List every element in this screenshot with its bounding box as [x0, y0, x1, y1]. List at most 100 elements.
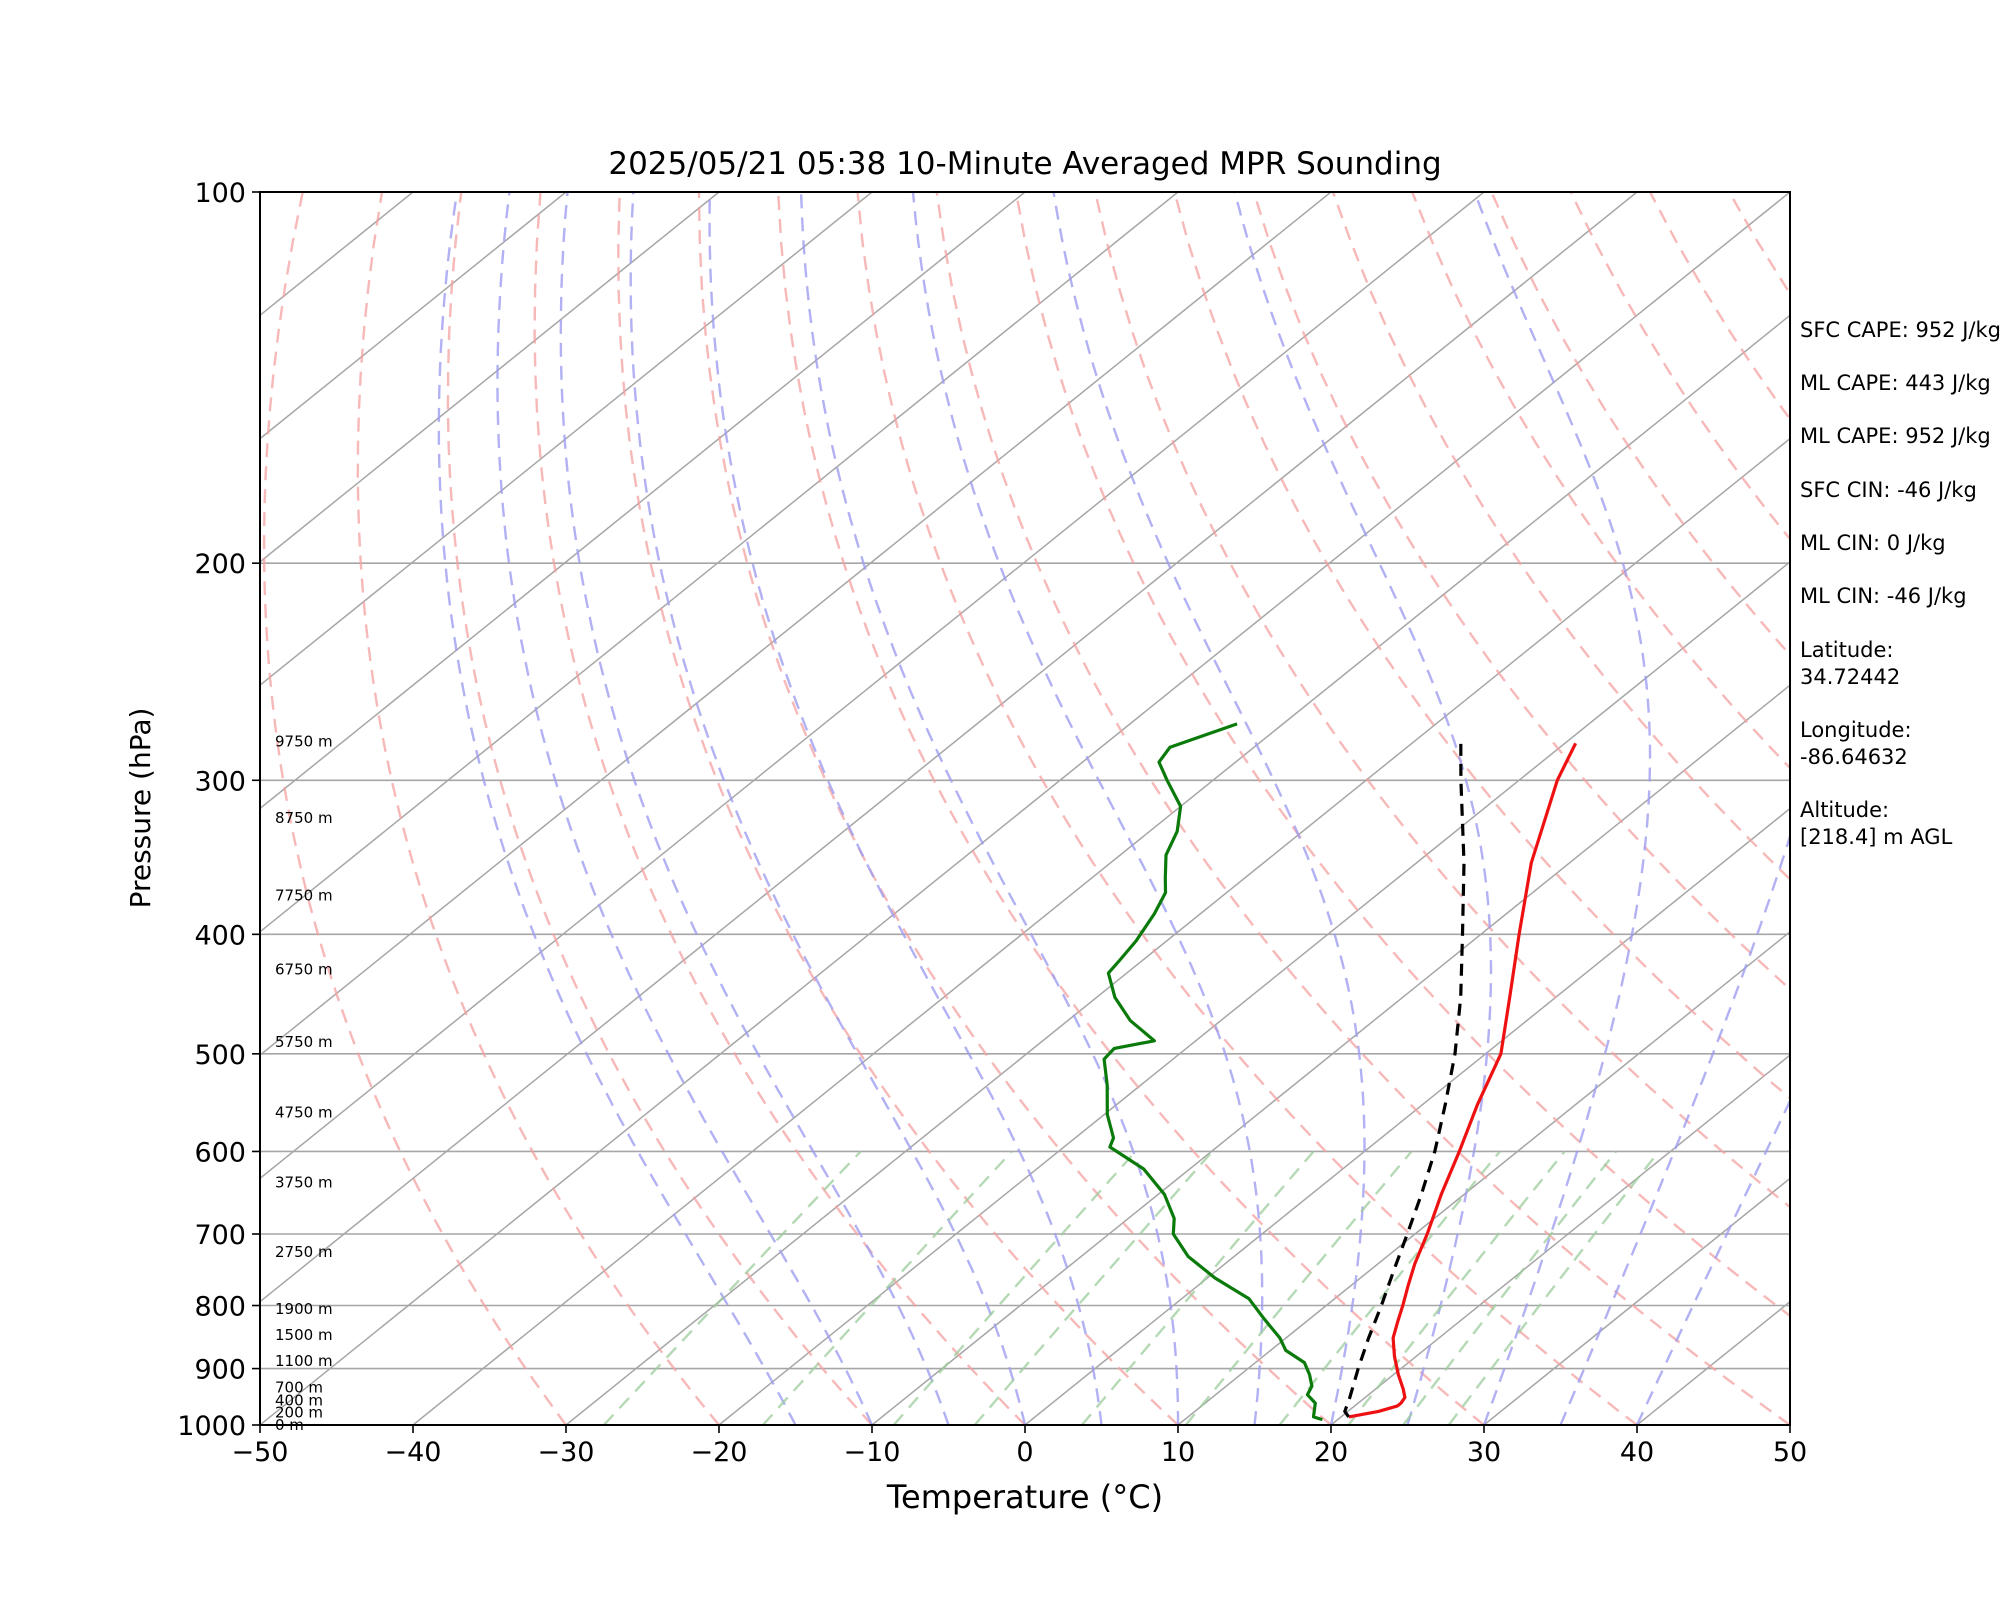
- isotherm-line: [871, 684, 1790, 1425]
- moist-adiabat: [1233, 192, 1493, 1425]
- x-tick-label: −20: [691, 1437, 748, 1468]
- mixing-ratio-line: [973, 1150, 1214, 1425]
- dry-adiabat: [1411, 192, 1790, 770]
- height-label: 1900 m: [275, 1300, 333, 1318]
- isotherm-line: [260, 192, 1179, 933]
- latitude-label: Latitude:: [1800, 638, 1894, 662]
- moist-adiabat: [911, 192, 1264, 1425]
- ml-cin-text: ML CIN: 0 J/kg: [1800, 531, 1946, 555]
- ml-cin-text-2: ML CIN: -46 J/kg: [1800, 584, 1967, 608]
- dry-adiabat: [1014, 192, 1790, 1318]
- dry-adiabat: [697, 192, 1332, 1425]
- mixing-ratio-line: [1447, 1150, 1660, 1425]
- dry-adiabat: [617, 192, 1179, 1425]
- x-tick-label: −30: [538, 1437, 595, 1468]
- dry-adiabat: [777, 192, 1485, 1425]
- height-label: 4750 m: [275, 1104, 333, 1122]
- mixing-ratio-line: [1347, 1150, 1566, 1425]
- y-tick-label: 800: [194, 1292, 246, 1323]
- moist-adiabat: [799, 192, 1180, 1425]
- height-label: 700 m: [275, 1378, 323, 1396]
- mixing-ratio-line: [1278, 1150, 1501, 1425]
- isotherm-line: [260, 192, 567, 440]
- chart-title: 2025/05/21 05:38 10-Minute Averaged MPR …: [608, 146, 1441, 182]
- y-axis-label: Pressure (hPa): [124, 708, 157, 909]
- background-lines: [260, 192, 1790, 1425]
- moist-adiabat: [629, 192, 1027, 1425]
- mixing-ratio-line: [1080, 1150, 1315, 1425]
- sfc-cape-text: SFC CAPE: 952 J/kg: [1800, 318, 2000, 342]
- x-tick-label: −40: [385, 1437, 442, 1468]
- longitude-label: Longitude:: [1800, 718, 1912, 742]
- dry-adiabat: [1173, 192, 1790, 1100]
- height-label: 9750 m: [275, 732, 333, 750]
- moist-adiabat: [437, 192, 797, 1425]
- y-tick-label: 100: [194, 178, 246, 209]
- height-label: 5750 m: [275, 1033, 333, 1051]
- dry-adiabat: [1094, 192, 1790, 1209]
- y-tick-label: 1000: [177, 1411, 246, 1442]
- x-axis-label: Temperature (°C): [886, 1478, 1163, 1516]
- y-tick-label: 300: [194, 766, 246, 797]
- moist-adiabat: [1473, 192, 1652, 1425]
- isotherm-line: [260, 192, 1332, 1057]
- dry-adiabat: [935, 192, 1790, 1425]
- moist-adiabat: [708, 192, 1103, 1425]
- x-tick-label: 40: [1620, 1437, 1654, 1468]
- y-tick-label: 700: [194, 1220, 246, 1251]
- temperature-line: [1348, 742, 1578, 1419]
- mixing-ratio-line: [892, 1150, 1137, 1425]
- dry-adiabat: [356, 192, 720, 1425]
- moist-adiabat: [1635, 1098, 1790, 1425]
- isotherm-line: [1483, 1177, 1790, 1425]
- info-panel: SFC CAPE: 952 J/kg ML CAPE: 443 J/kg ML …: [1800, 318, 2000, 849]
- isotherm-line: [260, 192, 1790, 1425]
- x-tick-label: 20: [1314, 1437, 1348, 1468]
- latitude-value: 34.72442: [1800, 665, 1900, 689]
- mixing-ratio-line: [762, 1150, 1013, 1425]
- isotherm-line: [260, 192, 1485, 1180]
- parcel-profile-line: [1343, 743, 1466, 1418]
- x-tick-label: 50: [1773, 1437, 1807, 1468]
- y-tick-label: 400: [194, 920, 246, 951]
- y-tick-label: 600: [194, 1137, 246, 1168]
- x-tick-label: 30: [1467, 1437, 1501, 1468]
- isotherm-line: [260, 192, 873, 687]
- dry-adiabat: [262, 192, 567, 1425]
- x-tick-label: 10: [1161, 1437, 1195, 1468]
- y-tick-label: 500: [194, 1040, 246, 1071]
- x-tick-label: −50: [232, 1437, 289, 1468]
- x-axis-ticks: −50 −40 −30 −20 −10 0 10 20 30 40 50: [232, 1425, 1807, 1468]
- dewpoint-line: [1102, 722, 1323, 1422]
- height-label: 0 m: [275, 1416, 304, 1434]
- dry-adiabat: [533, 192, 1026, 1425]
- altitude-value: [218.4] m AGL: [1800, 825, 1953, 849]
- height-label: 6750 m: [275, 960, 333, 978]
- data-series: [1102, 722, 1578, 1422]
- height-label: 8750 m: [275, 809, 333, 827]
- isotherm-line: [260, 192, 1026, 810]
- height-label: 2750 m: [275, 1243, 333, 1261]
- mixing-ratio-line: [602, 1150, 862, 1425]
- isotherm-line: [412, 314, 1790, 1425]
- mixing-ratio-line: [1402, 1150, 1617, 1425]
- moist-adiabat: [1052, 192, 1366, 1425]
- x-tick-label: 0: [1016, 1437, 1033, 1468]
- altitude-label: Altitude:: [1800, 798, 1889, 822]
- sfc-cin-text: SFC CIN: -46 J/kg: [1800, 478, 1977, 502]
- longitude-value: -86.64632: [1800, 745, 1908, 769]
- height-label: 200 m: [275, 1404, 323, 1422]
- moist-adiabat: [1559, 192, 1790, 1425]
- mixing-ratio-line: [1184, 1150, 1413, 1425]
- isotherm-line: [565, 437, 1790, 1425]
- dry-adiabat: [856, 192, 1638, 1425]
- y-tick-label: 200: [194, 549, 246, 580]
- isotherm-line: [260, 192, 720, 563]
- ml-cape-text-2: ML CAPE: 952 J/kg: [1800, 424, 1991, 448]
- height-label: 400 m: [275, 1391, 323, 1409]
- isotherm-line: [1024, 807, 1790, 1425]
- isotherm-line: [1330, 1054, 1790, 1425]
- y-axis-ticks: 100 200 300 400 500 600 700 800 900 1000: [177, 178, 260, 1442]
